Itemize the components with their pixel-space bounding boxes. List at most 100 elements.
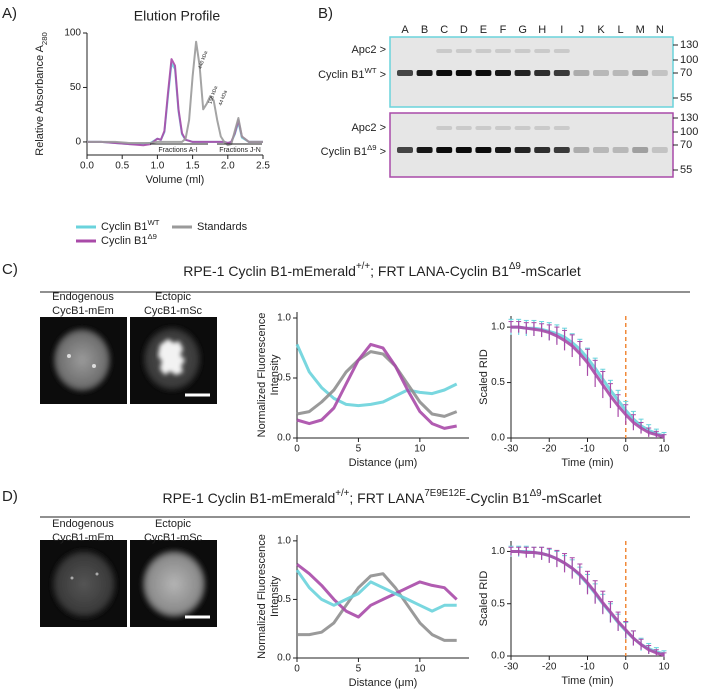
text-part: ; FRT LANA: [349, 490, 425, 506]
lane-label: L: [618, 24, 624, 36]
image-label: CycB1-mSc: [144, 532, 203, 544]
gel-band: [514, 147, 531, 153]
y-tick-label: 0.0: [491, 651, 505, 662]
gel-band: [651, 70, 668, 76]
gel-band: [475, 126, 492, 130]
micrograph-d: [40, 540, 217, 627]
gel-band: [573, 147, 590, 153]
x-axis-title: Volume (ml): [146, 174, 205, 186]
y-tick-label: 0: [75, 137, 81, 148]
lane-label: N: [656, 24, 664, 36]
annotation: 158 kDa: [207, 85, 219, 105]
y-axis-title-text: Scaled RID: [478, 349, 490, 405]
marker-label: 70: [680, 139, 692, 151]
lane-label: H: [538, 24, 546, 36]
series-line: [511, 550, 665, 657]
series-line: [296, 342, 457, 430]
gel-band: [573, 70, 590, 76]
lane-label: F: [500, 24, 507, 36]
gel-band: [495, 70, 511, 76]
text-part: -mScarlet: [521, 263, 581, 279]
panel-label: B): [318, 5, 333, 22]
lane-label: J: [579, 24, 585, 36]
text-part: Cyclin B1: [321, 146, 367, 158]
y-axis-title: Normalized Fluorescence: [256, 313, 268, 438]
x-axis-title: Time (min): [561, 675, 613, 687]
x-tick-label: -20: [542, 662, 557, 673]
gel-band: [416, 70, 433, 76]
lane-label: K: [597, 24, 605, 36]
annotation: Fractions J-N: [219, 147, 261, 154]
y-tick-label: 100: [64, 28, 81, 39]
marker-label: 130: [680, 39, 698, 51]
superscript: Δ9: [530, 488, 542, 499]
panel-label: D): [2, 488, 18, 505]
gel-band: [455, 70, 472, 76]
x-axis-title: Distance (μm): [349, 457, 418, 469]
superscript: WT: [147, 218, 159, 227]
superscript: Δ9: [147, 232, 156, 241]
gel-band: [514, 126, 531, 130]
gel-band: [475, 147, 492, 153]
x-tick-label: 10: [658, 444, 670, 455]
marker-label: 130: [680, 112, 698, 124]
superscript: +/+: [356, 261, 370, 272]
lane-label: C: [440, 24, 448, 36]
image-label: CycB1-mEm: [52, 305, 114, 317]
lane-label: I: [560, 24, 563, 36]
rich-text: Cyclin B1WT >: [318, 66, 386, 81]
y-axis-title: Normalized Fluorescence: [256, 534, 268, 659]
text-part: >: [377, 146, 386, 158]
marker-label: 100: [680, 54, 698, 66]
y-tick-label: 1.0: [491, 546, 505, 557]
x-tick-label: 1.0: [150, 161, 164, 172]
gel-band: [593, 147, 609, 153]
y-axis-title: Intensity: [269, 576, 281, 617]
gel-d9: [389, 112, 674, 178]
series-line: [295, 569, 457, 613]
marker-label: 55: [680, 92, 692, 104]
gel-band: [534, 70, 551, 76]
panel-label: A): [2, 5, 17, 22]
x-tick-label: 10: [414, 444, 426, 455]
x-tick-label: 10: [658, 662, 670, 673]
x-tick-label: 5: [356, 664, 362, 675]
y-axis-title-text: Scaled RID: [478, 571, 490, 627]
image-label: CycB1-mSc: [144, 305, 203, 317]
annotation: 44 kDa: [218, 89, 229, 106]
gel-band: [514, 49, 531, 53]
gel-band: [455, 126, 472, 130]
x-tick-label: 0: [294, 444, 300, 455]
image-label: Endogenous: [52, 518, 114, 530]
gel-band: [455, 49, 472, 53]
lane-label: B: [421, 24, 428, 36]
gel-band: [553, 126, 570, 130]
series-line: [511, 325, 665, 439]
rich-text: RPE-1 Cyclin B1-mEmerald+/+; FRT LANA-Cy…: [183, 261, 581, 279]
marker-label: 70: [680, 67, 692, 79]
gel-band: [553, 147, 570, 153]
gel-band: [553, 70, 570, 76]
y-tick-label: 0.5: [491, 377, 505, 388]
y-tick-label: 0.5: [491, 598, 505, 609]
superscript: Δ9: [509, 261, 521, 272]
lane-label: G: [518, 24, 527, 36]
panel-label: C): [2, 261, 18, 278]
gel-band: [397, 147, 413, 153]
gel-band: [534, 126, 551, 130]
series-line: [295, 343, 458, 408]
y-axis-title: Scaled RID: [478, 571, 490, 627]
gel-band: [612, 70, 629, 76]
legend-label: Standards: [197, 221, 248, 233]
x-axis-title: Time (min): [561, 457, 613, 469]
x-tick-label: 0: [294, 664, 300, 675]
x-tick-label: -30: [504, 662, 519, 673]
image-label: Ectopic: [155, 518, 192, 530]
superscript: 7E9E12E: [424, 488, 466, 499]
micrograph-c: [40, 317, 217, 404]
text-part: -Cyclin B1: [466, 490, 530, 506]
legend-label: Cyclin B1Δ9: [101, 232, 157, 247]
gel-band: [651, 147, 668, 153]
gel-band: [495, 49, 511, 53]
x-axis-title: Distance (μm): [349, 677, 418, 689]
